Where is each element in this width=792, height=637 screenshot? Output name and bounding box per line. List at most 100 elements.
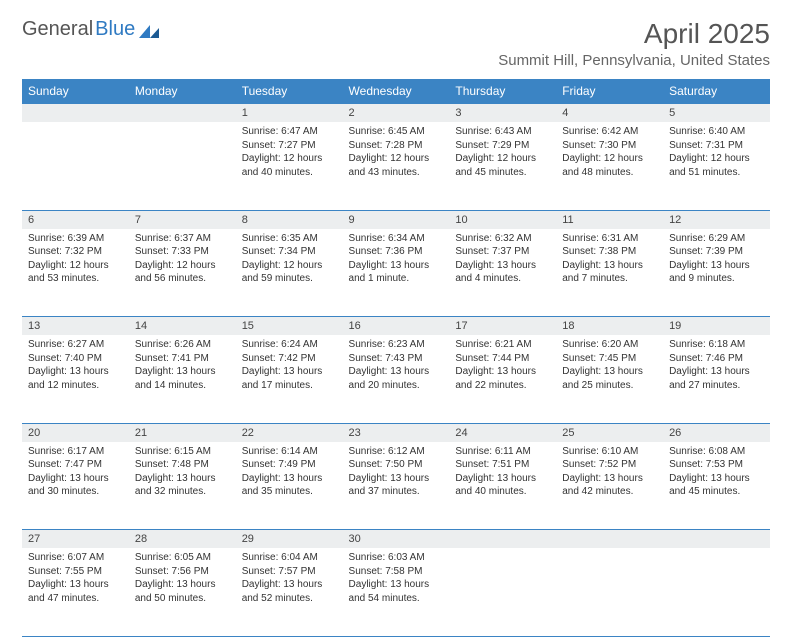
sunset-line: Sunset: 7:28 PM [349, 139, 444, 153]
sunrise-line: Sunrise: 6:47 AM [242, 125, 337, 139]
day-body-cell [663, 548, 770, 636]
sunset-line: Sunset: 7:30 PM [562, 139, 657, 153]
sunrise-line: Sunrise: 6:26 AM [135, 338, 230, 352]
day-details: Sunrise: 6:43 AMSunset: 7:29 PMDaylight:… [449, 122, 556, 183]
day-number-cell: 26 [663, 423, 770, 442]
day-number-cell: 29 [236, 530, 343, 549]
page-header: GeneralBlue April 2025 Summit Hill, Penn… [22, 18, 770, 69]
sunrise-line: Sunrise: 6:35 AM [242, 232, 337, 246]
col-saturday: Saturday [663, 79, 770, 104]
week-body-row: Sunrise: 6:17 AMSunset: 7:47 PMDaylight:… [22, 442, 770, 530]
day-details: Sunrise: 6:14 AMSunset: 7:49 PMDaylight:… [236, 442, 343, 503]
sunset-line: Sunset: 7:31 PM [669, 139, 764, 153]
day-body-cell: Sunrise: 6:43 AMSunset: 7:29 PMDaylight:… [449, 122, 556, 210]
day-details: Sunrise: 6:27 AMSunset: 7:40 PMDaylight:… [22, 335, 129, 396]
day-body-cell: Sunrise: 6:37 AMSunset: 7:33 PMDaylight:… [129, 229, 236, 317]
sunset-line: Sunset: 7:27 PM [242, 139, 337, 153]
day-number-cell: 3 [449, 104, 556, 123]
col-thursday: Thursday [449, 79, 556, 104]
day-details: Sunrise: 6:10 AMSunset: 7:52 PMDaylight:… [556, 442, 663, 503]
day-body-cell: Sunrise: 6:23 AMSunset: 7:43 PMDaylight:… [343, 335, 450, 423]
day-details: Sunrise: 6:35 AMSunset: 7:34 PMDaylight:… [236, 229, 343, 290]
daylight-line: Daylight: 13 hours and 30 minutes. [28, 472, 123, 499]
daylight-line: Daylight: 13 hours and 27 minutes. [669, 365, 764, 392]
day-details: Sunrise: 6:34 AMSunset: 7:36 PMDaylight:… [343, 229, 450, 290]
sunrise-line: Sunrise: 6:10 AM [562, 445, 657, 459]
day-details: Sunrise: 6:15 AMSunset: 7:48 PMDaylight:… [129, 442, 236, 503]
day-number-cell: 1 [236, 104, 343, 123]
logo-text-1: General [22, 18, 93, 41]
daylight-line: Daylight: 13 hours and 17 minutes. [242, 365, 337, 392]
daylight-line: Daylight: 13 hours and 9 minutes. [669, 259, 764, 286]
daylight-line: Daylight: 12 hours and 53 minutes. [28, 259, 123, 286]
day-details: Sunrise: 6:18 AMSunset: 7:46 PMDaylight:… [663, 335, 770, 396]
sunset-line: Sunset: 7:37 PM [455, 245, 550, 259]
daylight-line: Daylight: 13 hours and 4 minutes. [455, 259, 550, 286]
day-number-cell [22, 104, 129, 123]
day-details: Sunrise: 6:21 AMSunset: 7:44 PMDaylight:… [449, 335, 556, 396]
day-number-cell: 9 [343, 210, 450, 229]
day-details: Sunrise: 6:17 AMSunset: 7:47 PMDaylight:… [22, 442, 129, 503]
day-number-cell: 8 [236, 210, 343, 229]
sunset-line: Sunset: 7:33 PM [135, 245, 230, 259]
day-details: Sunrise: 6:29 AMSunset: 7:39 PMDaylight:… [663, 229, 770, 290]
week-number-row: 12345 [22, 104, 770, 123]
daylight-line: Daylight: 12 hours and 51 minutes. [669, 152, 764, 179]
sunset-line: Sunset: 7:45 PM [562, 352, 657, 366]
day-number-cell [129, 104, 236, 123]
sunset-line: Sunset: 7:43 PM [349, 352, 444, 366]
day-body-cell: Sunrise: 6:05 AMSunset: 7:56 PMDaylight:… [129, 548, 236, 636]
day-body-cell: Sunrise: 6:40 AMSunset: 7:31 PMDaylight:… [663, 122, 770, 210]
day-number-cell: 30 [343, 530, 450, 549]
day-number-cell: 11 [556, 210, 663, 229]
day-number-cell: 5 [663, 104, 770, 123]
sunset-line: Sunset: 7:53 PM [669, 458, 764, 472]
sunset-line: Sunset: 7:39 PM [669, 245, 764, 259]
sunrise-line: Sunrise: 6:05 AM [135, 551, 230, 565]
day-body-cell: Sunrise: 6:32 AMSunset: 7:37 PMDaylight:… [449, 229, 556, 317]
day-details: Sunrise: 6:32 AMSunset: 7:37 PMDaylight:… [449, 229, 556, 290]
sunset-line: Sunset: 7:32 PM [28, 245, 123, 259]
day-number-cell: 16 [343, 317, 450, 336]
col-friday: Friday [556, 79, 663, 104]
sunset-line: Sunset: 7:57 PM [242, 565, 337, 579]
daylight-line: Daylight: 13 hours and 7 minutes. [562, 259, 657, 286]
col-sunday: Sunday [22, 79, 129, 104]
daylight-line: Daylight: 12 hours and 56 minutes. [135, 259, 230, 286]
sunrise-line: Sunrise: 6:18 AM [669, 338, 764, 352]
day-number-cell: 18 [556, 317, 663, 336]
sunrise-line: Sunrise: 6:07 AM [28, 551, 123, 565]
day-details: Sunrise: 6:12 AMSunset: 7:50 PMDaylight:… [343, 442, 450, 503]
day-number-cell: 10 [449, 210, 556, 229]
week-number-row: 6789101112 [22, 210, 770, 229]
logo-text-2: Blue [95, 18, 135, 41]
daylight-line: Daylight: 13 hours and 1 minute. [349, 259, 444, 286]
daylight-line: Daylight: 13 hours and 14 minutes. [135, 365, 230, 392]
day-number-cell: 14 [129, 317, 236, 336]
day-number-cell: 7 [129, 210, 236, 229]
day-details: Sunrise: 6:40 AMSunset: 7:31 PMDaylight:… [663, 122, 770, 183]
day-body-cell: Sunrise: 6:35 AMSunset: 7:34 PMDaylight:… [236, 229, 343, 317]
day-details: Sunrise: 6:31 AMSunset: 7:38 PMDaylight:… [556, 229, 663, 290]
sunset-line: Sunset: 7:49 PM [242, 458, 337, 472]
sunset-line: Sunset: 7:42 PM [242, 352, 337, 366]
day-header-row: Sunday Monday Tuesday Wednesday Thursday… [22, 79, 770, 104]
day-body-cell: Sunrise: 6:20 AMSunset: 7:45 PMDaylight:… [556, 335, 663, 423]
sunset-line: Sunset: 7:48 PM [135, 458, 230, 472]
week-body-row: Sunrise: 6:27 AMSunset: 7:40 PMDaylight:… [22, 335, 770, 423]
daylight-line: Daylight: 13 hours and 22 minutes. [455, 365, 550, 392]
sunrise-line: Sunrise: 6:24 AM [242, 338, 337, 352]
week-body-row: Sunrise: 6:47 AMSunset: 7:27 PM Daylight:… [22, 122, 770, 210]
sunrise-line: Sunrise: 6:11 AM [455, 445, 550, 459]
day-body-cell: Sunrise: 6:12 AMSunset: 7:50 PMDaylight:… [343, 442, 450, 530]
day-body-cell: Sunrise: 6:17 AMSunset: 7:47 PMDaylight:… [22, 442, 129, 530]
day-number-cell: 27 [22, 530, 129, 549]
daylight-line: Daylight: 13 hours and 35 minutes. [242, 472, 337, 499]
day-details: Sunrise: 6:04 AMSunset: 7:57 PMDaylight:… [236, 548, 343, 609]
sunrise-line: Sunrise: 6:32 AM [455, 232, 550, 246]
sunrise-line: Sunrise: 6:14 AM [242, 445, 337, 459]
day-details: Sunrise: 6:26 AMSunset: 7:41 PMDaylight:… [129, 335, 236, 396]
sunset-line: Sunset: 7:51 PM [455, 458, 550, 472]
daylight-line: Daylight: 13 hours and 25 minutes. [562, 365, 657, 392]
day-number-cell [449, 530, 556, 549]
